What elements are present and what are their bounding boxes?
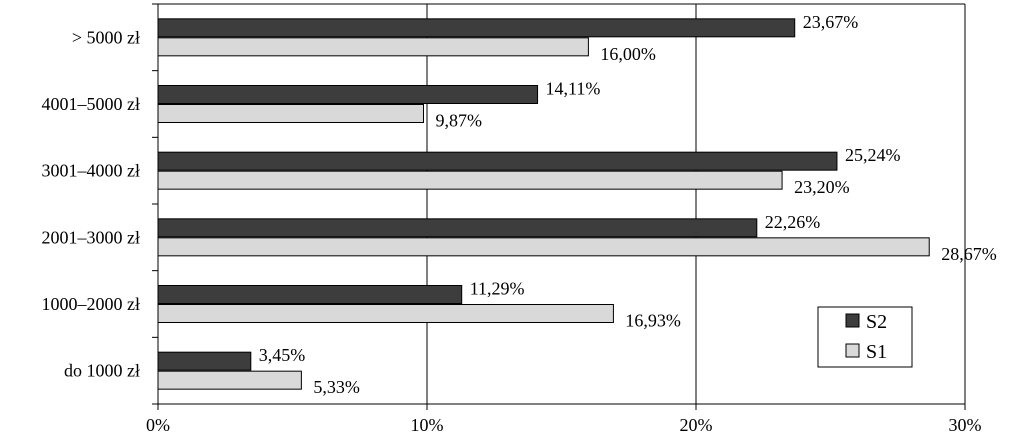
data-labels: 23,67% 16,00% 14,11% 9,87% 25,24% 23,20% 22,26… [259,12,997,397]
legend-box [817,306,913,368]
category-label: 2001–3000 zł [42,227,141,247]
data-label-s1: 9,87% [436,111,483,131]
legend-label-s1: S1 [866,341,887,363]
data-label-s2: 3,45% [259,345,306,365]
x-tick-label: 20% [680,415,713,435]
data-label-s1: 23,20% [794,177,850,197]
category-label: > 5000 zł [72,27,140,47]
data-label-s2: 22,26% [765,212,821,232]
bar-s2 [157,151,838,171]
data-label-s2: 14,11% [546,79,601,99]
axes [152,3,966,410]
grid-lines [426,4,697,404]
data-label-s2: 23,67% [803,12,859,32]
bar-s1 [157,37,589,57]
x-tick-labels: 0% 10% 20% 30% [146,415,982,435]
legend-swatch-s1 [845,343,860,358]
legend-swatch-s2 [845,313,860,328]
data-label-s2: 25,24% [845,145,901,165]
category-label: 3001–4000 zł [42,161,141,181]
data-label-s1: 16,00% [600,44,656,64]
bar-s1 [157,304,614,323]
x-tick-label: 30% [949,415,982,435]
data-label-s2: 11,29% [470,279,525,299]
data-label-s1: 28,67% [941,244,997,264]
bar-s2 [157,85,539,104]
bar-s2 [157,285,463,304]
category-label: do 1000 zł [64,361,140,381]
bar-s1 [157,170,783,190]
x-tick-label: 0% [146,415,170,435]
x-tick-label: 10% [411,415,444,435]
category-label: 1000–2000 zł [42,294,141,314]
bars [157,18,930,390]
bar-s2 [157,218,758,238]
bar-s2 [157,18,796,38]
bar-s1 [157,237,930,257]
category-labels: > 5000 zł 4001–5000 zł 3001–4000 zł 2001–30… [42,27,141,380]
data-label-s1: 16,93% [625,311,681,331]
legend-label-s2: S2 [866,311,887,333]
bar-s1 [157,104,425,123]
bar-s1 [157,370,302,390]
data-label-s1: 5,33% [313,377,360,397]
category-label: 4001–5000 zł [42,94,141,114]
bar-s2 [157,351,252,371]
